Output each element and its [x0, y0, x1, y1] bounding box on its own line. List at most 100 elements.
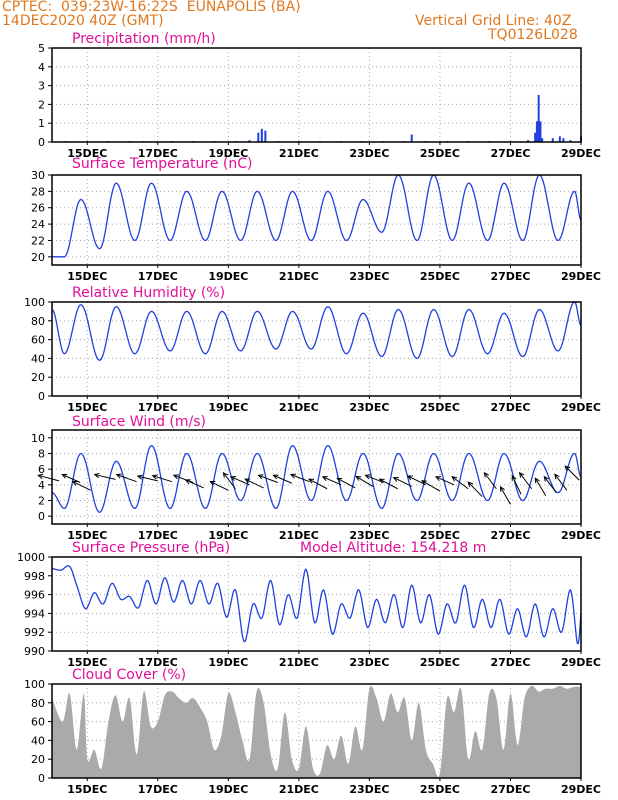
panel-frame	[51, 301, 582, 397]
y-tick-label: 998	[24, 570, 45, 583]
y-tick-label: 60	[31, 334, 45, 347]
panel-cloud: Cloud Cover (%) 0 20 40 60 80 100 15DEC 17DEC 19D…	[24, 667, 601, 796]
x-tick-label: 19DEC	[208, 401, 248, 414]
wind-vector	[435, 476, 455, 486]
wind-vector	[534, 477, 547, 497]
wind-vector-head	[257, 474, 264, 480]
x-tick-label: 27DEC	[490, 656, 530, 669]
grid	[52, 430, 581, 524]
y-tick-label: 996	[24, 589, 45, 602]
model-altitude-note: Model Altitude: 154.218 m	[300, 540, 486, 556]
panel-title: Precipitation (mm/h)	[72, 31, 216, 47]
wind-vector-head	[37, 473, 44, 479]
y-tick-label: 6	[38, 463, 45, 476]
wind-vector	[500, 486, 511, 505]
wind-vector	[393, 477, 412, 487]
y-tick-label: 2	[38, 98, 45, 111]
panel-title: Cloud Cover (%)	[72, 667, 186, 683]
wind-vector-head	[93, 472, 100, 479]
wind-vector	[72, 481, 92, 491]
x-tick-label: 17DEC	[138, 656, 178, 669]
wind-vector-head	[511, 474, 517, 481]
y-tick-label: 26	[31, 202, 45, 215]
x-tick-label: 23DEC	[349, 270, 389, 283]
wind-vector	[173, 474, 194, 483]
panel-title: Relative Humidity (%)	[72, 285, 225, 301]
x-tick-label: 29DEC	[561, 147, 601, 160]
precip-bar	[558, 136, 561, 142]
x-tick-label: 15DEC	[67, 147, 107, 160]
y-tick-label: 2	[38, 495, 45, 508]
wind-vector-head	[355, 475, 362, 481]
header-station: CPTEC: 039:23W-16:22S EUNAPOLIS (BA)	[2, 0, 301, 15]
wind-vector	[483, 472, 497, 490]
panel-title: Surface Temperature (nC)	[72, 156, 253, 172]
x-tick-label: 21DEC	[279, 656, 319, 669]
precip-bar	[527, 140, 530, 142]
x-tick-label: 27DEC	[490, 783, 530, 796]
wind-vector-head	[554, 473, 560, 480]
y-tick-label: 8	[38, 448, 45, 461]
x-tick-label: 17DEC	[138, 401, 178, 414]
wind-vector-head	[115, 473, 122, 479]
x-tick-label: 15DEC	[67, 270, 107, 283]
x-tick-label: 29DEC	[561, 783, 601, 796]
wind-vector	[230, 476, 250, 486]
wind-vector	[185, 479, 204, 489]
x-tick-label: 19DEC	[208, 270, 248, 283]
x-tick-label: 19DEC	[208, 529, 248, 542]
precip-bar	[248, 140, 251, 142]
x-tick-label: 25DEC	[420, 529, 460, 542]
wind-vector	[222, 472, 236, 490]
y-tick-label: 990	[24, 645, 45, 658]
panel-frame	[51, 174, 582, 266]
wind-vector-head	[151, 474, 158, 480]
grid	[52, 47, 581, 143]
wind-vector-head	[336, 477, 343, 483]
wind-vector-head	[308, 478, 315, 484]
x-tick-label: 21DEC	[279, 401, 319, 414]
precip-bar	[264, 130, 267, 142]
wind-vector	[365, 474, 384, 483]
y-tick-label: 0	[38, 390, 45, 403]
x-tick-label: 23DEC	[349, 656, 389, 669]
precip-bar	[534, 132, 537, 142]
header-date: 14DEC2020 40Z (GMT)	[2, 13, 164, 29]
x-tick-label: 29DEC	[561, 401, 601, 414]
x-tick-label: 21DEC	[279, 529, 319, 542]
y-tick-label: 992	[24, 626, 45, 639]
wind-vector	[467, 481, 483, 497]
y-tick-label: 60	[31, 716, 45, 729]
wind-vector	[511, 475, 522, 495]
x-tick-label: 19DEC	[208, 656, 248, 669]
y-tick-label: 5	[38, 42, 45, 55]
x-tick-label: 27DEC	[490, 270, 530, 283]
y-tick-label: 0	[38, 136, 45, 149]
x-tick-label: 25DEC	[420, 270, 460, 283]
wind-vector-head	[222, 471, 229, 478]
panel-rh: Relative Humidity (%) 0 20 40 60 80 100 15DEC 17…	[24, 285, 601, 414]
wind-vector	[543, 476, 557, 493]
panel-press: Surface Pressure (hPa) Model Altitude: 15…	[17, 540, 601, 669]
y-tick-label: 10	[31, 432, 45, 445]
x-tick-label: 21DEC	[279, 270, 319, 283]
wind-vector	[116, 474, 137, 483]
series-line	[52, 174, 582, 258]
y-tick-label: 994	[24, 607, 45, 620]
x-tick-label: 23DEC	[349, 783, 389, 796]
wind-vector	[451, 476, 469, 490]
wind-vector	[244, 478, 264, 489]
y-tick-label: 24	[31, 218, 45, 231]
wind-vector-head	[244, 478, 251, 484]
wind-vector-head	[364, 474, 371, 480]
wind-vector	[355, 475, 374, 487]
y-tick-label: 0	[38, 772, 45, 785]
panel-title: Surface Pressure (hPa)	[72, 540, 230, 556]
x-tick-label: 15DEC	[67, 783, 107, 796]
wind-vector-head	[172, 474, 179, 480]
x-tick-label: 17DEC	[138, 270, 178, 283]
wind-vector-head	[184, 479, 191, 485]
wind-vector	[407, 475, 427, 486]
